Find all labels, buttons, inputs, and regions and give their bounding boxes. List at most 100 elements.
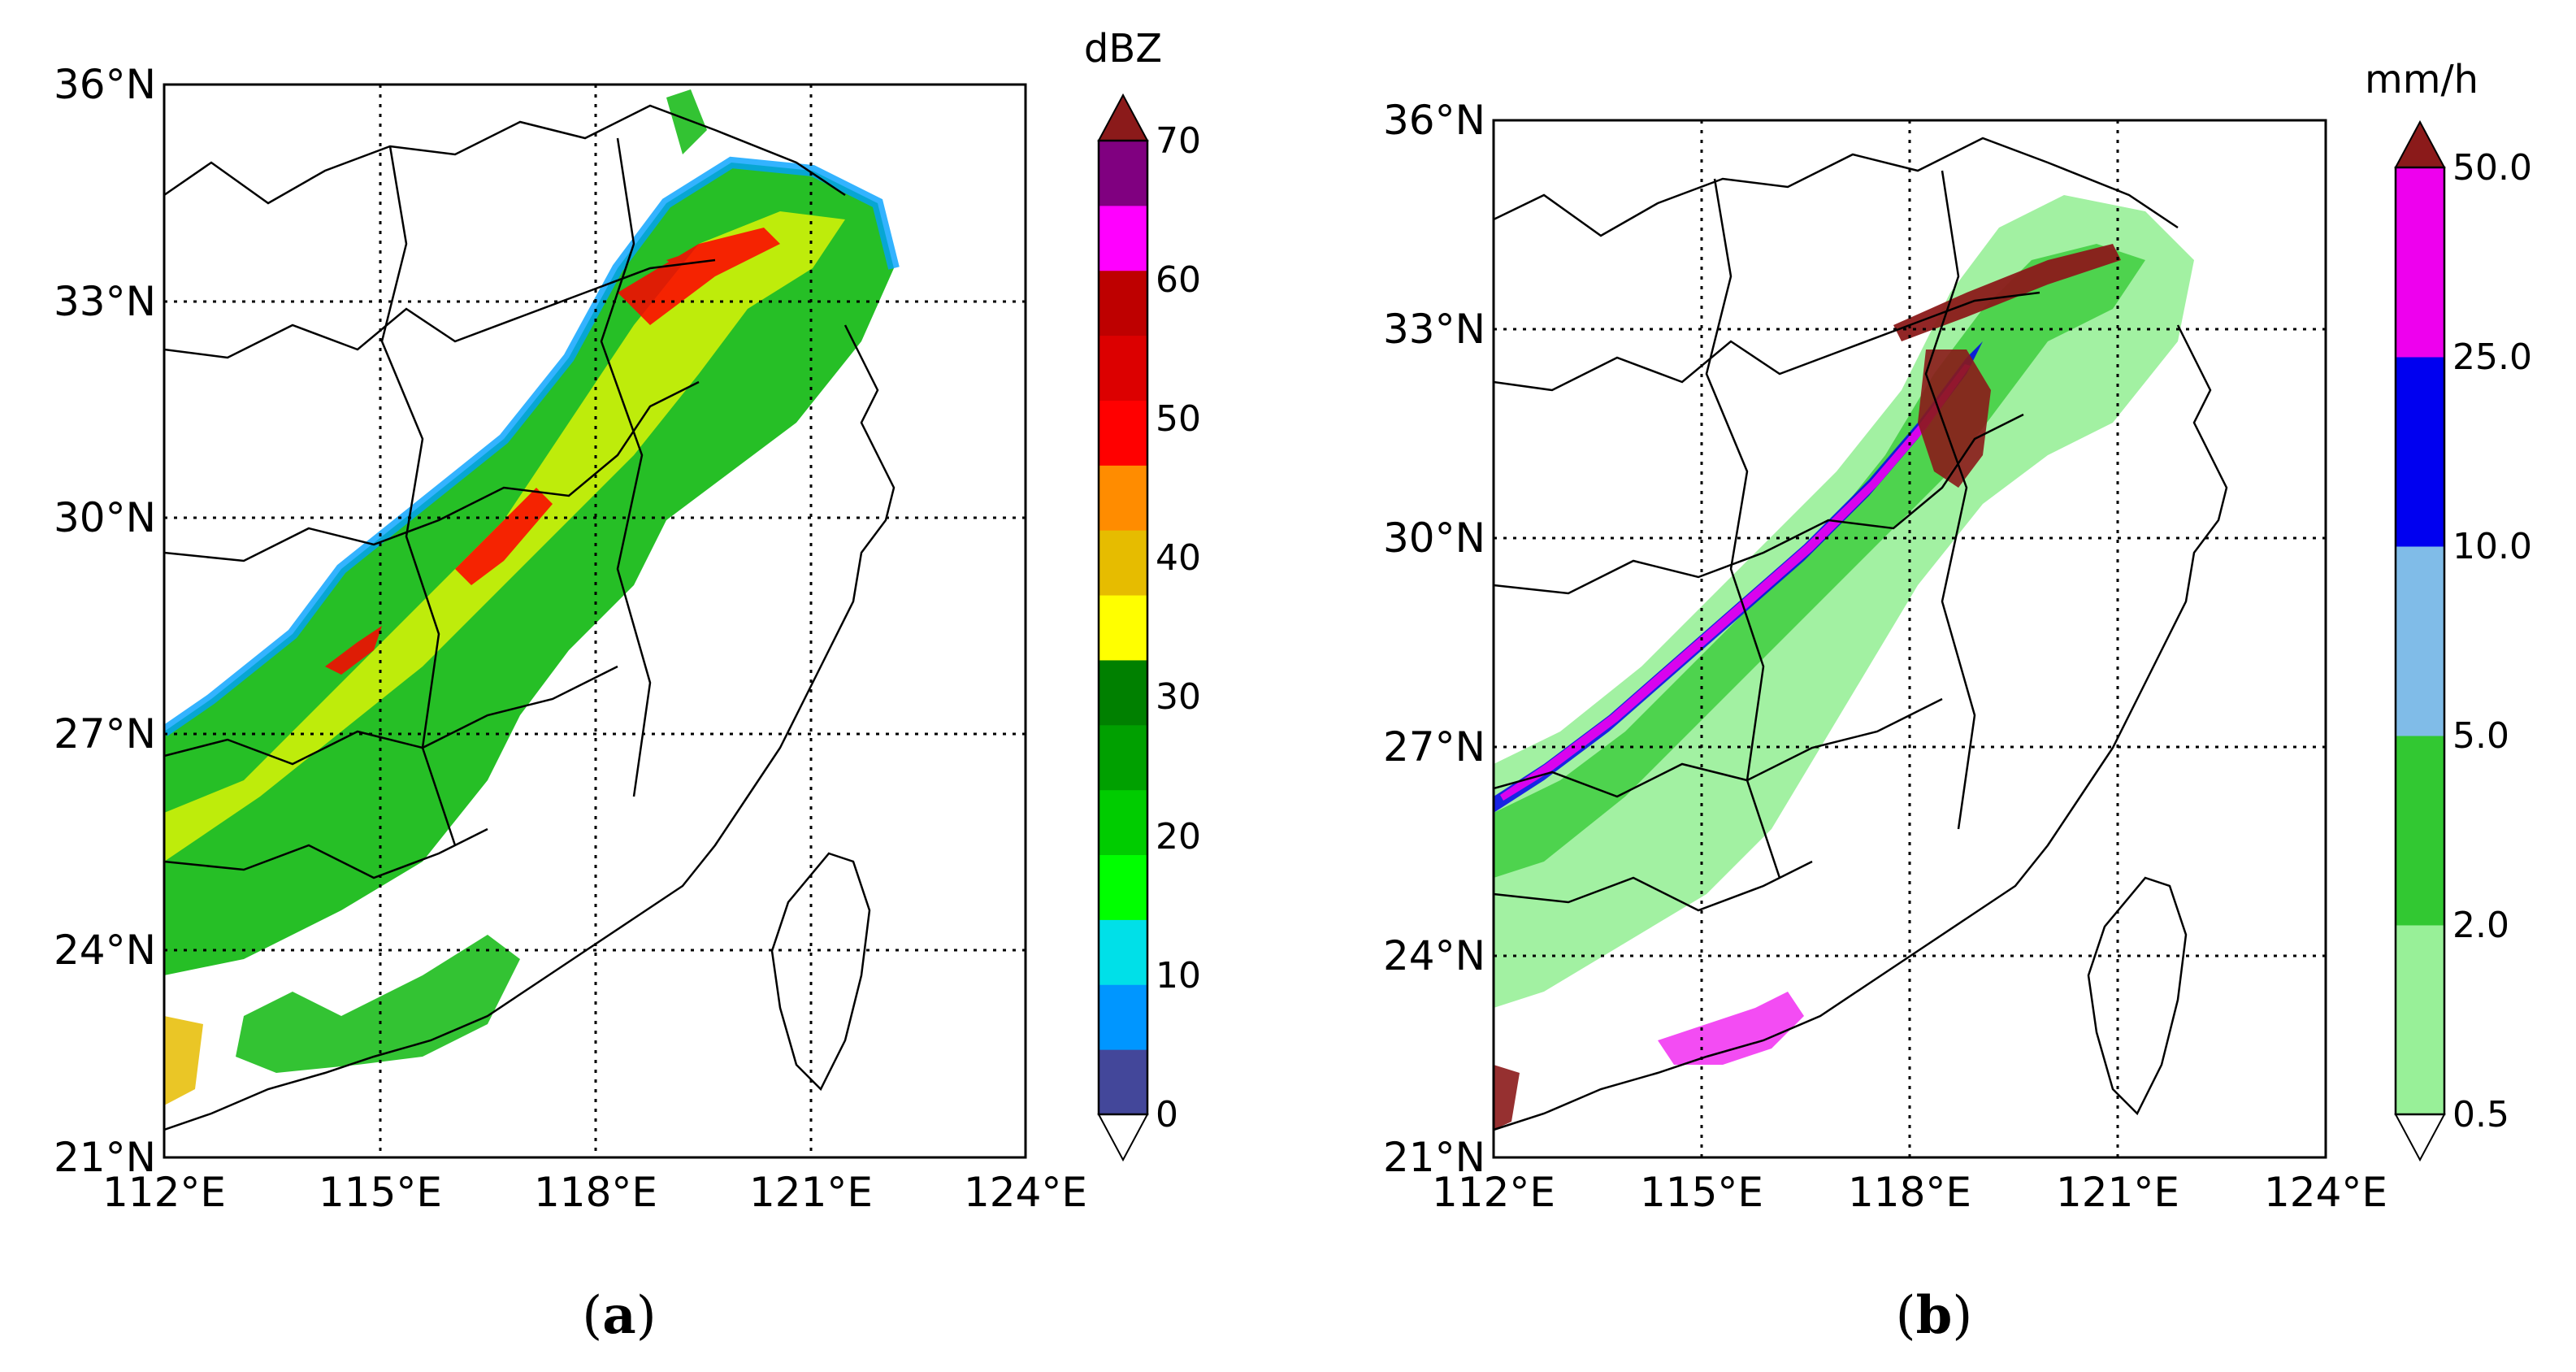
- rain-extreme-north: [1893, 244, 2121, 341]
- colorbar-label: 30: [1156, 676, 1201, 718]
- panel-b-lon-labels: 112°E 115°E 118°E 121°E 124°E: [1432, 1169, 2387, 1216]
- colorbar-segment: [2396, 736, 2444, 926]
- colorbar-label: 10: [1156, 955, 1201, 996]
- lat-label: 33°N: [1383, 306, 1485, 353]
- lon-label: 115°E: [319, 1169, 442, 1216]
- panel-a-lat-labels: 36°N 33°N 30°N 27°N 24°N 21°N: [54, 61, 156, 1181]
- colorbar-ticks: 0 10 20 30 40 50 60 70: [1156, 120, 1201, 1135]
- taiwan-outline: [770, 852, 871, 1092]
- colorbar-segment: [1099, 205, 1147, 271]
- lon-label: 112°E: [102, 1169, 226, 1216]
- lat-label: 21°N: [54, 1134, 156, 1181]
- colorbar-segment: [1099, 919, 1147, 985]
- panel-b: 36°N 33°N 30°N 27°N 24°N 21°N 112°E 115°…: [1383, 57, 2532, 1346]
- lat-label: 27°N: [54, 710, 156, 758]
- colorbar-label: 10.0: [2452, 526, 2532, 567]
- colorbar-b: mm/h 0.5 2.0 5.0 10.0 25.0 50.0: [2365, 57, 2532, 1162]
- panel-a-caption: (a): [582, 1285, 656, 1346]
- colorbar-segment: [1099, 141, 1147, 206]
- echo-band-edge: [164, 156, 900, 736]
- rain-extreme-core: [1918, 350, 1991, 488]
- colorbar-unit: mm/h: [2365, 57, 2478, 102]
- lon-label: 124°E: [964, 1169, 1087, 1216]
- colorbar-label: 50.0: [2452, 147, 2532, 189]
- panel-b-caption: (b): [1896, 1285, 1973, 1346]
- colorbar-segment: [1099, 1049, 1147, 1115]
- colorbar-segment: [1099, 595, 1147, 661]
- lon-label: 112°E: [1432, 1169, 1555, 1216]
- colorbar-segment: [1099, 530, 1147, 596]
- colorbar-label: 2.0: [2452, 905, 2509, 946]
- lat-label: 27°N: [1383, 723, 1485, 771]
- colorbar-segment: [2396, 925, 2444, 1115]
- colorbar-segment: [1099, 789, 1147, 856]
- reflectivity-field: [164, 89, 900, 1105]
- taiwan-outline: [2087, 876, 2188, 1116]
- colorbar-label: 50: [1156, 398, 1201, 440]
- lat-label: 36°N: [54, 61, 156, 108]
- lat-label: 24°N: [1383, 932, 1485, 979]
- colorbar-segment: [1099, 335, 1147, 401]
- lat-label: 24°N: [54, 927, 156, 974]
- rain-heavy-band: [1494, 341, 1983, 813]
- panel-a: 36°N 33°N 30°N 27°N 24°N 21°N 112°E 115°…: [54, 26, 1201, 1346]
- colorbar-segments: [2396, 167, 2444, 1115]
- colorbar-segment: [1099, 465, 1147, 531]
- echo-north: [666, 89, 707, 154]
- lat-label: 33°N: [54, 278, 156, 325]
- echo-south: [236, 935, 520, 1073]
- lat-label: 36°N: [1383, 97, 1485, 144]
- panel-b-frame: [1492, 119, 2327, 1159]
- colorbar-segment: [2396, 546, 2444, 736]
- rain-southwest: [1494, 1065, 1520, 1130]
- colorbar-label: 70: [1156, 120, 1201, 162]
- colorbar-segment: [1099, 854, 1147, 920]
- echo-band-outer: [164, 163, 894, 975]
- lat-label: 30°N: [54, 494, 156, 541]
- rainfall-field: [1494, 195, 2194, 1130]
- colorbar-label: 20: [1156, 816, 1201, 858]
- panel-b-lat-labels: 36°N 33°N 30°N 27°N 24°N 21°N: [1383, 97, 1485, 1181]
- colorbar-segments: [1099, 141, 1147, 1115]
- lon-label: 118°E: [1848, 1169, 1971, 1216]
- lon-label: 121°E: [2056, 1169, 2179, 1216]
- rain-light-area: [1494, 195, 2194, 1008]
- boundaries: [164, 104, 846, 879]
- colorbar-segment: [2396, 357, 2444, 547]
- colorbar-segment: [1099, 270, 1147, 336]
- lon-label: 118°E: [534, 1169, 657, 1216]
- coastline: [1494, 324, 2228, 1131]
- lon-label: 121°E: [749, 1169, 873, 1216]
- colorbar-frame: [1097, 139, 1149, 1116]
- rain-south: [1658, 992, 1804, 1065]
- gridlines: [1494, 120, 2326, 1157]
- colorbar-label: 60: [1156, 259, 1201, 301]
- colorbar-segment: [1099, 984, 1147, 1050]
- panel-a-map: [164, 85, 1026, 1157]
- lat-label: 21°N: [1383, 1134, 1485, 1181]
- colorbar-ticks: 0.5 2.0 5.0 10.0 25.0 50.0: [2452, 147, 2532, 1135]
- lon-label: 115°E: [1640, 1169, 1763, 1216]
- colorbar-a: dBZ 0 10 20 30 40 50 60 70: [1084, 26, 1201, 1162]
- colorbar-label: 5.0: [2452, 715, 2509, 757]
- colorbar-label: 25.0: [2452, 336, 2532, 378]
- colorbar-label: 0.5: [2452, 1094, 2509, 1135]
- colorbar-segment: [1099, 659, 1147, 726]
- colorbar-frame: [2394, 166, 2446, 1116]
- panel-a-frame: [163, 83, 1027, 1159]
- gridlines: [164, 85, 1026, 1157]
- lon-label: 124°E: [2264, 1169, 2387, 1216]
- colorbar-over-arrow: [2394, 119, 2446, 168]
- panel-b-map: [1494, 120, 2326, 1157]
- colorbar-under-arrow: [2394, 1114, 2446, 1162]
- panel-a-lon-labels: 112°E 115°E 118°E 121°E 124°E: [102, 1169, 1087, 1216]
- colorbar-label: 0: [1156, 1094, 1178, 1135]
- colorbar-over-arrow: [1097, 93, 1149, 141]
- colorbar-segment: [2396, 167, 2444, 358]
- colorbar-unit: dBZ: [1084, 26, 1162, 72]
- colorbar-segment: [1099, 724, 1147, 791]
- colorbar-under-arrow: [1097, 1114, 1149, 1162]
- echo-southwest: [164, 1016, 203, 1105]
- boundaries: [1494, 137, 2179, 912]
